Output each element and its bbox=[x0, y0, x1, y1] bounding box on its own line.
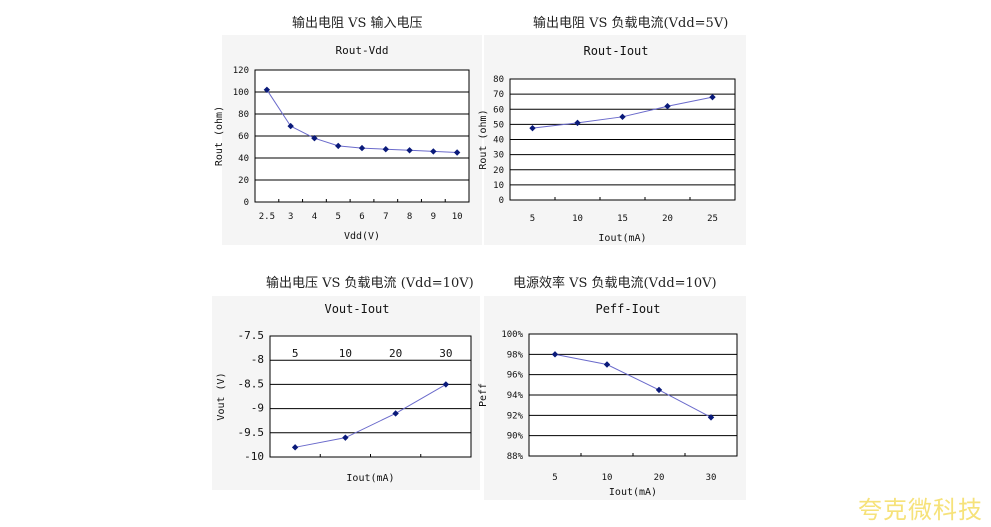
chart-title: Peff-Iout bbox=[595, 302, 660, 316]
data-point bbox=[574, 119, 581, 127]
y-tick-label: 40 bbox=[238, 154, 249, 164]
chart-2-heading: 输出电阻 VS 负载电流(Vdd=5V) bbox=[533, 16, 729, 31]
y-axis-label: Rout (ohm) bbox=[214, 106, 225, 166]
x-tick-label: 7 bbox=[383, 212, 388, 222]
chart-rout-iout: Rout-Iout 0 10 20 30 40 50 60 70 80 5 10 15 20 25 Iout(… bbox=[478, 44, 736, 244]
y-tick-label: 98% bbox=[507, 350, 524, 360]
brand-watermark: 夸克微科技 bbox=[858, 496, 983, 524]
data-point bbox=[335, 142, 342, 150]
y-tick-label: 80 bbox=[493, 75, 504, 85]
x-tick-label: 8 bbox=[407, 212, 412, 222]
data-point bbox=[529, 124, 536, 132]
y-tick-label: 92% bbox=[507, 411, 524, 421]
chart-title: Vout-Iout bbox=[324, 302, 389, 316]
chart-1-heading: 输出电阻 VS 输入电压 bbox=[292, 16, 423, 31]
x-tick-label: 10 bbox=[572, 214, 583, 224]
y-tick-label: 96% bbox=[507, 371, 524, 381]
data-point bbox=[382, 146, 389, 153]
x-tick-label: 10 bbox=[452, 212, 463, 222]
y-axis-label: Rout (ohm) bbox=[478, 109, 489, 169]
series-line bbox=[554, 353, 712, 418]
data-point bbox=[287, 122, 294, 130]
x-axis-label: Iout(mA) bbox=[609, 487, 657, 498]
x-tick-label: 30 bbox=[439, 347, 452, 360]
x-axis-label: Vdd(V) bbox=[344, 231, 380, 242]
x-tick-label: 5 bbox=[530, 214, 535, 224]
x-axis-label: Iout(mA) bbox=[598, 233, 646, 244]
y-tick-label: 50 bbox=[493, 120, 504, 130]
series-line bbox=[295, 383, 447, 448]
data-point bbox=[358, 144, 366, 152]
y-tick-label: -10 bbox=[244, 450, 264, 463]
data-point bbox=[311, 135, 318, 142]
chart-peff-iout: Peff-Iout 88% 90% 92% 94% 96% 98% 100% 5 10 20 30 Io… bbox=[478, 302, 738, 498]
data-point bbox=[655, 386, 663, 394]
chart-title: Rout-Iout bbox=[583, 44, 648, 58]
y-tick-label: 60 bbox=[493, 105, 504, 115]
chart-4-heading: 电源效率 VS 负载电流(Vdd=10V) bbox=[513, 276, 717, 291]
y-axis-label: Vout (V) bbox=[216, 372, 227, 420]
y-tick-label: -7.5 bbox=[238, 329, 265, 342]
x-tick-label: 9 bbox=[431, 212, 436, 222]
x-tick-label: 10 bbox=[602, 473, 613, 483]
data-point bbox=[442, 381, 450, 388]
x-tick-label: 2.5 bbox=[259, 212, 275, 222]
y-tick-label: 94% bbox=[507, 391, 524, 401]
y-tick-label: 100% bbox=[501, 330, 523, 340]
data-point bbox=[392, 410, 399, 417]
y-tick-label: -8 bbox=[251, 353, 264, 366]
plot-area bbox=[269, 335, 472, 458]
y-tick-label: -8.5 bbox=[238, 377, 265, 390]
x-axis-label: Iout(mA) bbox=[346, 473, 394, 484]
x-tick-label: 4 bbox=[312, 212, 317, 222]
data-point bbox=[664, 103, 671, 110]
y-tick-label: 0 bbox=[244, 198, 249, 208]
x-tick-label: 5 bbox=[552, 473, 557, 483]
y-tick-label: 90% bbox=[507, 432, 524, 442]
data-point bbox=[342, 434, 349, 441]
data-point bbox=[709, 93, 716, 101]
x-tick-label: 10 bbox=[339, 347, 352, 360]
x-tick-label: 20 bbox=[389, 347, 402, 360]
x-tick-label: 5 bbox=[336, 212, 341, 222]
data-point bbox=[551, 351, 559, 358]
y-tick-label: 20 bbox=[493, 166, 504, 176]
data-point bbox=[291, 444, 299, 451]
x-tick-label: 20 bbox=[662, 214, 673, 224]
y-tick-label: 70 bbox=[493, 90, 504, 100]
y-tick-label: 30 bbox=[493, 151, 504, 161]
data-point bbox=[619, 113, 626, 121]
chart-3-heading: 输出电压 VS 负载电流 (Vdd=10V) bbox=[266, 276, 474, 291]
y-tick-label: -9 bbox=[251, 402, 264, 415]
y-tick-label: 60 bbox=[238, 132, 249, 142]
chart-rout-vdd: Rout-Vdd 0 20 40 60 80 100 120 2.5 3 4 5 6 7 8 9 10 Vdd(V… bbox=[214, 44, 470, 242]
y-tick-label: 80 bbox=[238, 110, 249, 120]
y-tick-label: 120 bbox=[233, 66, 249, 76]
y-tick-label: 20 bbox=[238, 176, 249, 186]
x-tick-label: 30 bbox=[706, 473, 717, 483]
y-tick-label: 100 bbox=[233, 88, 249, 98]
chart-title: Rout-Vdd bbox=[336, 44, 389, 57]
x-tick-label: 20 bbox=[654, 473, 665, 483]
data-point bbox=[603, 361, 611, 368]
y-axis-label: Peff bbox=[478, 383, 489, 407]
y-tick-label: 88% bbox=[507, 452, 524, 462]
y-tick-label: -9.5 bbox=[238, 426, 265, 439]
x-tick-label: 15 bbox=[617, 214, 628, 224]
data-point bbox=[263, 86, 271, 93]
data-point bbox=[406, 147, 413, 154]
x-tick-label: 5 bbox=[292, 347, 299, 360]
y-tick-label: 0 bbox=[499, 196, 504, 206]
data-point bbox=[707, 414, 715, 421]
x-tick-label: 3 bbox=[288, 212, 293, 222]
data-point bbox=[430, 148, 437, 155]
chart-vout-iout: Vout-Iout -10 -9.5 -9 -8.5 -8 -7.5 5 10 20 30 Iout(… bbox=[216, 302, 472, 484]
x-tick-label: 25 bbox=[707, 214, 718, 224]
x-tick-label: 6 bbox=[359, 212, 364, 222]
y-tick-label: 10 bbox=[493, 181, 504, 191]
y-tick-label: 40 bbox=[493, 136, 504, 146]
